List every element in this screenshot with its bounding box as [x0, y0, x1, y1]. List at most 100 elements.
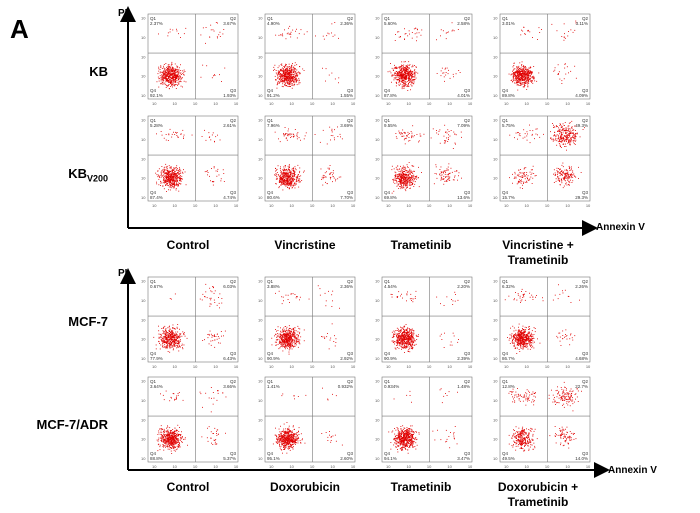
event-dot: [524, 33, 525, 35]
event-dot: [566, 137, 568, 139]
event-dot: [569, 167, 571, 169]
event-dot: [521, 79, 523, 81]
event-dot: [175, 180, 177, 182]
event-dot: [514, 73, 516, 75]
event-dot: [527, 70, 529, 72]
event-dot: [292, 170, 294, 171]
y-tick-label: 10: [493, 137, 498, 142]
event-dot: [165, 338, 167, 340]
event-dot: [521, 177, 523, 178]
event-dot: [569, 143, 570, 145]
event-dot: [168, 81, 170, 83]
event-dot: [168, 172, 170, 174]
event-dot: [276, 168, 278, 170]
event-dot: [218, 34, 220, 36]
event-dot: [515, 72, 517, 74]
event-dot: [412, 170, 414, 172]
x-tick-label: 10: [310, 364, 315, 369]
event-dot: [284, 75, 285, 76]
event-dot: [420, 34, 422, 36]
event-dot: [533, 77, 534, 79]
event-dot: [288, 77, 290, 78]
event-dot: [406, 183, 408, 185]
event-dot: [294, 83, 296, 85]
event-dot: [413, 76, 415, 78]
y-tick-label: 10: [141, 74, 146, 79]
event-dot: [567, 130, 569, 132]
quadrant-percent-q1: 3.01%: [502, 21, 515, 26]
event-dot: [561, 134, 562, 135]
event-dot: [183, 136, 184, 138]
event-dot: [565, 130, 567, 131]
event-dot: [521, 76, 523, 78]
y-tick-label: 10: [375, 35, 380, 40]
event-dot: [283, 66, 285, 67]
event-dot: [174, 173, 176, 175]
plot-frame: [147, 115, 239, 202]
event-dot: [412, 183, 413, 185]
event-dot: [408, 162, 410, 163]
event-dot: [566, 169, 568, 171]
event-dot: [292, 176, 294, 177]
event-dot: [572, 135, 573, 137]
event-dot: [563, 130, 565, 132]
event-dot: [280, 73, 281, 75]
event-dot: [210, 340, 212, 342]
event-dot: [214, 75, 216, 76]
event-dot: [289, 71, 291, 73]
event-dot: [172, 339, 174, 341]
event-dot: [404, 71, 406, 73]
event-dot: [524, 85, 525, 87]
event-dot: [404, 180, 406, 182]
event-dot: [279, 179, 281, 181]
event-dot: [177, 336, 179, 337]
quadrant-percent-q2: 2.36%: [340, 21, 353, 26]
event-dot: [168, 330, 170, 332]
event-dot: [170, 337, 172, 339]
event-dot: [173, 348, 174, 350]
event-dot: [175, 79, 176, 80]
event-dot: [399, 66, 401, 68]
event-dot: [560, 180, 562, 182]
quadrant-percent-q1: 9.55%: [384, 123, 397, 128]
event-dot: [176, 337, 178, 339]
event-dot: [166, 74, 168, 75]
event-dot: [164, 344, 166, 346]
event-dot: [294, 78, 296, 79]
event-dot: [298, 181, 300, 183]
event-dot: [403, 83, 405, 85]
event-dot: [306, 31, 308, 33]
event-dot: [168, 339, 170, 340]
event-dot: [214, 290, 216, 292]
event-dot: [162, 82, 164, 84]
event-dot: [404, 67, 405, 68]
quadrant-percent-q3: 1.93%: [223, 93, 236, 98]
event-dot: [516, 76, 518, 78]
event-dot: [287, 71, 289, 73]
event-dot: [404, 174, 405, 176]
event-dot: [404, 85, 406, 87]
event-dot: [165, 139, 167, 141]
event-dot: [563, 125, 565, 126]
event-dot: [276, 169, 277, 171]
event-dot: [408, 65, 410, 66]
event-dot: [441, 178, 443, 180]
event-dot: [395, 174, 396, 176]
event-dot: [443, 178, 445, 180]
event-dot: [293, 70, 295, 72]
event-dot: [436, 73, 438, 74]
event-dot: [526, 73, 528, 75]
event-dot: [410, 182, 412, 183]
event-dot: [294, 175, 296, 177]
event-dot: [408, 61, 410, 63]
event-dot: [406, 74, 408, 76]
event-dot: [293, 180, 294, 182]
event-dot: [403, 131, 405, 133]
event-dot: [416, 134, 418, 135]
event-dot: [287, 182, 289, 184]
event-dot: [171, 335, 173, 337]
event-dot: [209, 175, 210, 177]
event-dot: [398, 85, 400, 86]
event-dot: [514, 80, 516, 82]
event-dot: [183, 334, 185, 336]
